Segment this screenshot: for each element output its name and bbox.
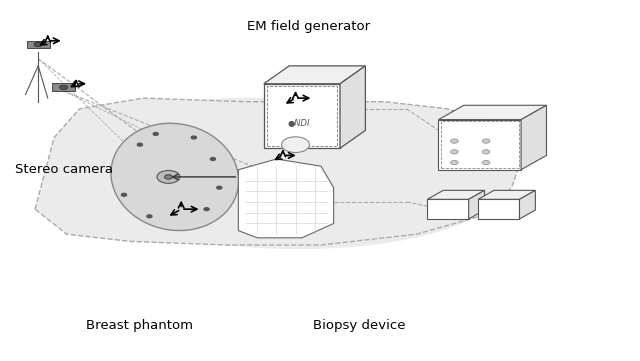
Polygon shape: [340, 66, 365, 148]
Circle shape: [191, 136, 196, 139]
Circle shape: [153, 132, 158, 135]
PathPatch shape: [238, 159, 333, 238]
Ellipse shape: [111, 123, 239, 231]
Circle shape: [451, 139, 458, 143]
Circle shape: [157, 170, 180, 183]
Polygon shape: [478, 190, 536, 199]
Polygon shape: [428, 199, 468, 219]
Circle shape: [204, 208, 209, 210]
Text: Breast phantom: Breast phantom: [86, 319, 193, 332]
Polygon shape: [264, 66, 365, 84]
Circle shape: [211, 157, 216, 160]
Polygon shape: [428, 190, 484, 199]
Polygon shape: [520, 190, 536, 219]
Circle shape: [60, 85, 68, 90]
Circle shape: [147, 215, 152, 218]
Circle shape: [451, 160, 458, 165]
Circle shape: [138, 143, 143, 146]
Polygon shape: [264, 84, 340, 148]
Circle shape: [483, 160, 490, 165]
Circle shape: [483, 139, 490, 143]
Circle shape: [217, 186, 222, 189]
Polygon shape: [438, 119, 521, 170]
Text: Biopsy device: Biopsy device: [313, 319, 405, 332]
Ellipse shape: [48, 97, 504, 249]
Circle shape: [451, 150, 458, 154]
Circle shape: [483, 150, 490, 154]
Polygon shape: [27, 40, 50, 48]
Polygon shape: [52, 83, 75, 91]
Circle shape: [122, 193, 127, 196]
Polygon shape: [521, 105, 547, 170]
Polygon shape: [478, 199, 520, 219]
Circle shape: [34, 42, 42, 47]
Text: EM field generator: EM field generator: [246, 20, 370, 33]
PathPatch shape: [35, 98, 524, 245]
Circle shape: [282, 137, 310, 153]
Polygon shape: [438, 105, 547, 119]
Text: ●NDI: ●NDI: [287, 119, 310, 128]
Circle shape: [164, 175, 172, 179]
Text: Stereo camera: Stereo camera: [15, 163, 113, 176]
Polygon shape: [468, 190, 484, 219]
